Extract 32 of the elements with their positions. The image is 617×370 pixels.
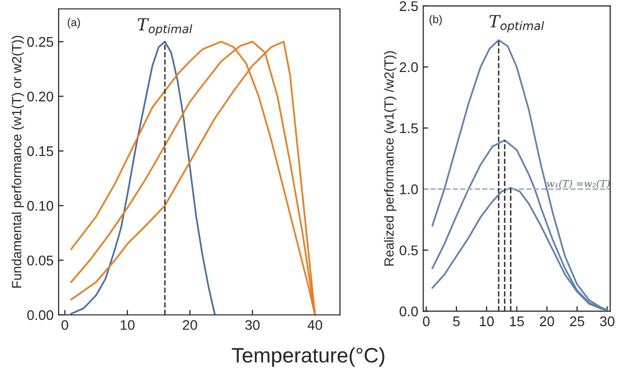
y-tick-label: 2.5 [400,1,418,12]
x-tick-label: 10 [120,320,135,330]
x-tick-label: 25 [570,316,584,326]
ref-line-label: w₁(T) =w₂(T) [546,180,610,189]
x-axis-title: Temperature(°C) [232,347,384,367]
annotation: (b) [430,15,442,26]
x-tick-label: 20 [182,320,198,330]
x-tick-label: 15 [510,316,524,326]
y-tick-label: 0.15 [27,146,54,156]
y-tick-label: 0.10 [27,200,54,211]
x-tick-label: 10 [480,316,494,326]
y-tick-label: 0.5 [400,245,418,256]
x-tick-label: 20 [540,316,554,326]
x-tick-label: 30 [245,320,260,330]
y-tick-label: 0.05 [27,256,54,266]
y-tick-label: 0.0 [400,306,418,316]
x-tick-label: 40 [308,320,322,330]
annotation: (a) [68,18,80,28]
y-tick-label: 0.25 [27,37,54,47]
x-tick-label: 0 [422,316,430,326]
y-tick-label: 1.5 [400,123,418,134]
y-axis-title: Fundamental performance (w1(T) or w2(T)) [12,36,24,288]
x-tick-label: 5 [453,316,460,326]
y-tick-label: 1.0 [400,184,418,194]
x-tick-label: 30 [600,316,614,326]
y-axis-title: Realized performance (w1(T) /w2(T)) [384,51,396,266]
y-tick-label: 0.00 [27,310,54,320]
x-tick-label: 0 [62,320,68,330]
y-tick-label: 0.20 [27,92,54,102]
y-tick-label: 2.0 [400,62,418,72]
ref-line-label: T$_{optimal}$ [138,18,192,36]
annotation: T$_{optimal}$ [490,15,544,32]
